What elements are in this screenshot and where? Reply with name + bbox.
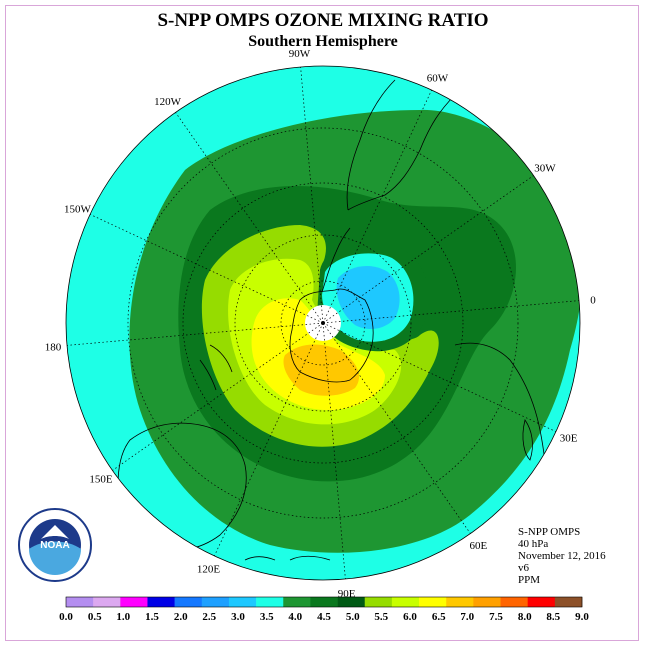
colorbar-swatch bbox=[120, 597, 148, 607]
longitude-label: 120E bbox=[197, 564, 221, 576]
longitude-label: 90W bbox=[289, 48, 311, 60]
colorbar-tick-label: 2.0 bbox=[174, 611, 188, 623]
colorbar-tick-label: 2.5 bbox=[202, 611, 216, 623]
longitude-label: 150E bbox=[89, 473, 113, 485]
graticule bbox=[66, 66, 580, 580]
colorbar-swatch bbox=[93, 597, 121, 607]
meridian-line bbox=[214, 322, 324, 557]
latitude-circle bbox=[182, 182, 464, 464]
meridian-line bbox=[89, 214, 324, 324]
colorbar-tick-label: 5.5 bbox=[374, 611, 388, 623]
latitude-circle bbox=[280, 280, 366, 366]
colorbar-tick-label: 9.0 bbox=[575, 611, 589, 623]
map-boundary bbox=[65, 65, 581, 581]
map-subtitle: Southern Hemisphere bbox=[248, 33, 397, 50]
colorbar-tick-label: 3.0 bbox=[231, 611, 245, 623]
longitude-label: 180 bbox=[45, 342, 62, 354]
logo-gull bbox=[41, 525, 69, 539]
logo-text: NOAA bbox=[40, 540, 69, 551]
south-america-coastline bbox=[346, 79, 456, 211]
ozone-field bbox=[66, 66, 580, 580]
colorbar-tick-label: 3.5 bbox=[260, 611, 274, 623]
colorbar-tick-label: 0.0 bbox=[59, 611, 73, 623]
figure-frame bbox=[5, 5, 639, 641]
colorbar-swatch bbox=[337, 597, 366, 607]
south-pole-marker bbox=[321, 321, 325, 325]
colorbar-swatch bbox=[228, 597, 257, 607]
colorbar-border bbox=[65, 596, 583, 608]
colorbar-swatch bbox=[500, 597, 528, 607]
longitude-label: 120W bbox=[154, 96, 182, 108]
colorbar-swatch bbox=[174, 597, 203, 607]
colorbar-tick-label: 4.0 bbox=[288, 611, 302, 623]
antarctica-coastline bbox=[289, 288, 374, 383]
colorbar-swatch bbox=[473, 597, 501, 607]
meridian-line bbox=[322, 89, 432, 324]
meridian-line bbox=[322, 322, 346, 580]
colorbar-tick-label: 1.5 bbox=[145, 611, 159, 623]
contour-2.5-3.0 bbox=[336, 266, 400, 330]
longitude-label: 150W bbox=[64, 204, 92, 216]
indonesia-coastline bbox=[244, 555, 331, 561]
colorbar-swatch bbox=[391, 597, 420, 607]
info-units: PPM bbox=[518, 574, 540, 586]
colorbar: 0.0 0.5 1.0 1.5 2.0 2.5 3.0 3.5 4.0 4.5 5.0 5.5 6.0 6… bbox=[59, 596, 589, 623]
antarctic-peninsula bbox=[321, 227, 351, 293]
longitude-label: 60W bbox=[427, 72, 449, 84]
meridian-line bbox=[175, 112, 324, 324]
colorbar-tick-label: 7.5 bbox=[489, 611, 503, 623]
meridian-line bbox=[300, 66, 324, 324]
info-level: 40 hPa bbox=[518, 538, 548, 550]
colorbar-tick-label: 4.5 bbox=[317, 611, 331, 623]
meridian-line bbox=[322, 300, 580, 324]
colorbar-tick-label: 1.0 bbox=[116, 611, 130, 623]
colorbar-swatch bbox=[201, 597, 230, 607]
meridian-line bbox=[322, 322, 471, 534]
meridian-line bbox=[112, 322, 324, 471]
colorbar-swatch bbox=[310, 597, 338, 607]
colorbar-tick-label: 6.0 bbox=[403, 611, 417, 623]
meridian-line bbox=[322, 175, 534, 324]
meridian-line bbox=[322, 322, 557, 432]
colorbar-swatch bbox=[283, 597, 311, 607]
meridian-lines bbox=[66, 66, 580, 580]
longitude-label: 30E bbox=[560, 433, 578, 445]
colorbar-tick-label: 8.5 bbox=[546, 611, 560, 623]
colorbar-tick-label: 7.0 bbox=[460, 611, 474, 623]
colorbar-swatch bbox=[147, 597, 175, 607]
new-zealand-coastline bbox=[199, 344, 233, 391]
map-title: S-NPP OMPS OZONE MIXING RATIO bbox=[157, 10, 488, 31]
noaa-logo: NOAA bbox=[18, 508, 92, 582]
colorbar-swatch bbox=[364, 597, 393, 607]
info-version: v6 bbox=[518, 562, 530, 574]
colorbar-swatch bbox=[419, 597, 447, 607]
info-date: November 12, 2016 bbox=[518, 550, 606, 562]
contour-6.5-7.0 bbox=[283, 344, 360, 396]
madagascar-coastline bbox=[522, 419, 533, 461]
colorbar-tick-label: 0.5 bbox=[88, 611, 102, 623]
longitude-label: 0 bbox=[590, 294, 596, 306]
colorbar-swatch bbox=[446, 597, 474, 607]
info-instrument: S-NPP OMPS bbox=[518, 526, 580, 538]
colorbar-tick-label: 6.5 bbox=[432, 611, 446, 623]
colorbar-tick-label: 8.0 bbox=[518, 611, 532, 623]
longitude-label: 30W bbox=[534, 163, 556, 175]
colorbar-swatch bbox=[554, 597, 583, 607]
colorbar-tick-label: 5.0 bbox=[346, 611, 360, 623]
colorbar-swatch bbox=[66, 597, 94, 607]
logo-wave bbox=[29, 541, 81, 575]
colorbar-swatch bbox=[527, 597, 556, 607]
colorbar-swatch bbox=[256, 597, 284, 607]
longitude-label: 60E bbox=[470, 540, 488, 552]
info-block: S-NPP OMPS 40 hPa November 12, 2016 v6 P… bbox=[518, 526, 606, 586]
latitude-circle bbox=[234, 234, 412, 412]
meridian-line bbox=[66, 322, 324, 346]
latitude-circle bbox=[127, 127, 519, 519]
